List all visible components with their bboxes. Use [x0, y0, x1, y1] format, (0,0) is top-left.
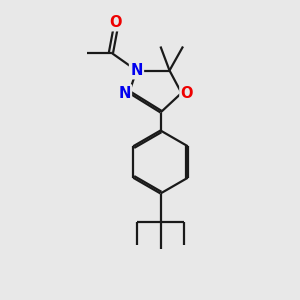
Text: O: O	[181, 85, 193, 100]
Text: O: O	[109, 15, 122, 30]
Text: N: N	[118, 85, 131, 100]
Text: N: N	[130, 63, 143, 78]
